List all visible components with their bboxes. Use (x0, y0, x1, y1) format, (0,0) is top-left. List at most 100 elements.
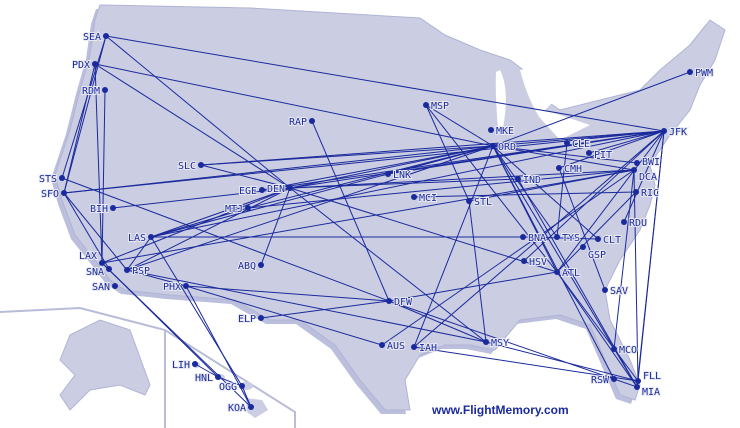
airport-dot[interactable] (110, 205, 116, 211)
airport-mci[interactable]: MCI (411, 192, 438, 205)
airport-dot[interactable] (258, 315, 264, 321)
airport-dot[interactable] (99, 260, 105, 266)
airport-slc[interactable]: SLC (177, 160, 204, 173)
airport-dot[interactable] (59, 175, 65, 181)
airport-pdx[interactable]: PDX (71, 59, 98, 72)
airport-san[interactable]: SAN (91, 281, 118, 294)
airport-jfk[interactable]: JFK (661, 126, 688, 139)
airport-hnl[interactable]: HNL (194, 372, 221, 385)
airport-dot[interactable] (554, 269, 560, 275)
airport-bwi[interactable]: BWI (634, 156, 661, 169)
airport-elp[interactable]: ELP (237, 313, 264, 326)
airport-dot[interactable] (112, 283, 118, 289)
flightmemory-link[interactable]: www.FlightMemory.com (432, 403, 569, 417)
airport-dot[interactable] (124, 267, 130, 273)
airport-dot[interactable] (411, 344, 417, 350)
airport-abq[interactable]: ABQ (237, 260, 264, 273)
airport-ind[interactable]: IND (515, 174, 542, 187)
airport-bih[interactable]: BIH (89, 203, 116, 216)
airport-dot[interactable] (259, 187, 265, 193)
airport-dot[interactable] (580, 244, 586, 250)
airport-dot[interactable] (661, 128, 667, 134)
airport-dot[interactable] (239, 383, 245, 389)
airport-rap[interactable]: RAP (288, 116, 315, 129)
airport-dot[interactable] (564, 140, 570, 146)
airport-dot[interactable] (183, 283, 189, 289)
airport-atl[interactable]: ATL (554, 267, 581, 280)
airport-lih[interactable]: LIH (171, 359, 198, 372)
airport-hsv[interactable]: HSV (521, 256, 548, 269)
airport-las[interactable]: LAS (127, 232, 154, 245)
airport-mtj[interactable]: MTJ (224, 203, 251, 216)
airport-iah[interactable]: IAH (411, 342, 438, 355)
airport-dot[interactable] (687, 69, 693, 75)
airport-dot[interactable] (248, 404, 254, 410)
airport-dot[interactable] (103, 33, 109, 39)
airport-dot[interactable] (611, 346, 617, 352)
airport-dot[interactable] (595, 236, 601, 242)
airport-dot[interactable] (385, 171, 391, 177)
airport-rsw[interactable]: RSW (590, 374, 617, 387)
airport-dot[interactable] (423, 102, 429, 108)
airport-dot[interactable] (245, 205, 251, 211)
airport-mia[interactable]: MIA (634, 384, 661, 399)
airport-dot[interactable] (490, 143, 496, 149)
airport-pwm[interactable]: PWM (687, 67, 714, 80)
airport-mco[interactable]: MCO (611, 344, 638, 357)
airport-sea[interactable]: SEA (82, 31, 109, 44)
airport-dot[interactable] (635, 378, 641, 384)
airport-dot[interactable] (521, 258, 527, 264)
airport-sav[interactable]: SAV (602, 285, 629, 298)
airport-aus[interactable]: AUS (379, 340, 406, 353)
airport-dot[interactable] (466, 198, 472, 204)
airport-dot[interactable] (215, 374, 221, 380)
airport-psp[interactable]: PSP (124, 265, 151, 278)
airport-stl[interactable]: STL (466, 196, 493, 209)
airport-lax[interactable]: LAX (78, 250, 105, 266)
airport-sna[interactable]: SNA (85, 266, 112, 279)
airport-clt[interactable]: CLT (595, 234, 622, 247)
airport-dfw[interactable]: DFW (386, 296, 414, 309)
airport-rdm[interactable]: RDM (81, 85, 108, 98)
airport-cmh[interactable]: CMH (556, 163, 583, 176)
airport-mke[interactable]: MKE (488, 125, 515, 138)
airport-dot[interactable] (586, 150, 592, 156)
airport-koa[interactable]: KOA (227, 402, 254, 415)
airport-msp[interactable]: MSP (423, 100, 450, 113)
airport-bna[interactable]: BNA (520, 232, 547, 245)
airport-dot[interactable] (192, 361, 198, 367)
airport-dot[interactable] (61, 190, 67, 196)
airport-sfo[interactable]: SFO (40, 188, 67, 201)
airport-dot[interactable] (411, 194, 417, 200)
airport-dca[interactable]: DCA (631, 167, 658, 184)
airport-dot[interactable] (633, 189, 639, 195)
airport-den[interactable]: DEN (266, 183, 293, 196)
airport-dot[interactable] (386, 298, 392, 304)
airport-dot[interactable] (631, 167, 637, 173)
airport-ege[interactable]: EGE (238, 185, 265, 198)
airport-msy[interactable]: MSY (483, 337, 510, 350)
airport-dot[interactable] (611, 376, 617, 382)
airport-rdu[interactable]: RDU (621, 217, 648, 230)
airport-fll[interactable]: FLL (635, 370, 662, 384)
airport-dot[interactable] (102, 87, 108, 93)
airport-dot[interactable] (520, 234, 526, 240)
airport-dot[interactable] (634, 160, 640, 166)
airport-dot[interactable] (198, 162, 204, 168)
airport-tys[interactable]: TYS (554, 232, 581, 245)
airport-dot[interactable] (92, 61, 98, 67)
airport-ric[interactable]: RIC (633, 187, 660, 200)
airport-dot[interactable] (515, 176, 521, 182)
airport-dot[interactable] (488, 127, 494, 133)
airport-dot[interactable] (483, 339, 489, 345)
airport-dot[interactable] (554, 234, 560, 240)
airport-pit[interactable]: PIT (586, 149, 613, 162)
airport-ogg[interactable]: OGG (218, 381, 245, 394)
airport-dot[interactable] (602, 287, 608, 293)
airport-dot[interactable] (309, 118, 315, 124)
airport-dot[interactable] (634, 384, 640, 390)
airport-dot[interactable] (106, 266, 112, 272)
airport-dot[interactable] (287, 185, 293, 191)
airport-dot[interactable] (148, 234, 154, 240)
airport-dot[interactable] (556, 165, 562, 171)
